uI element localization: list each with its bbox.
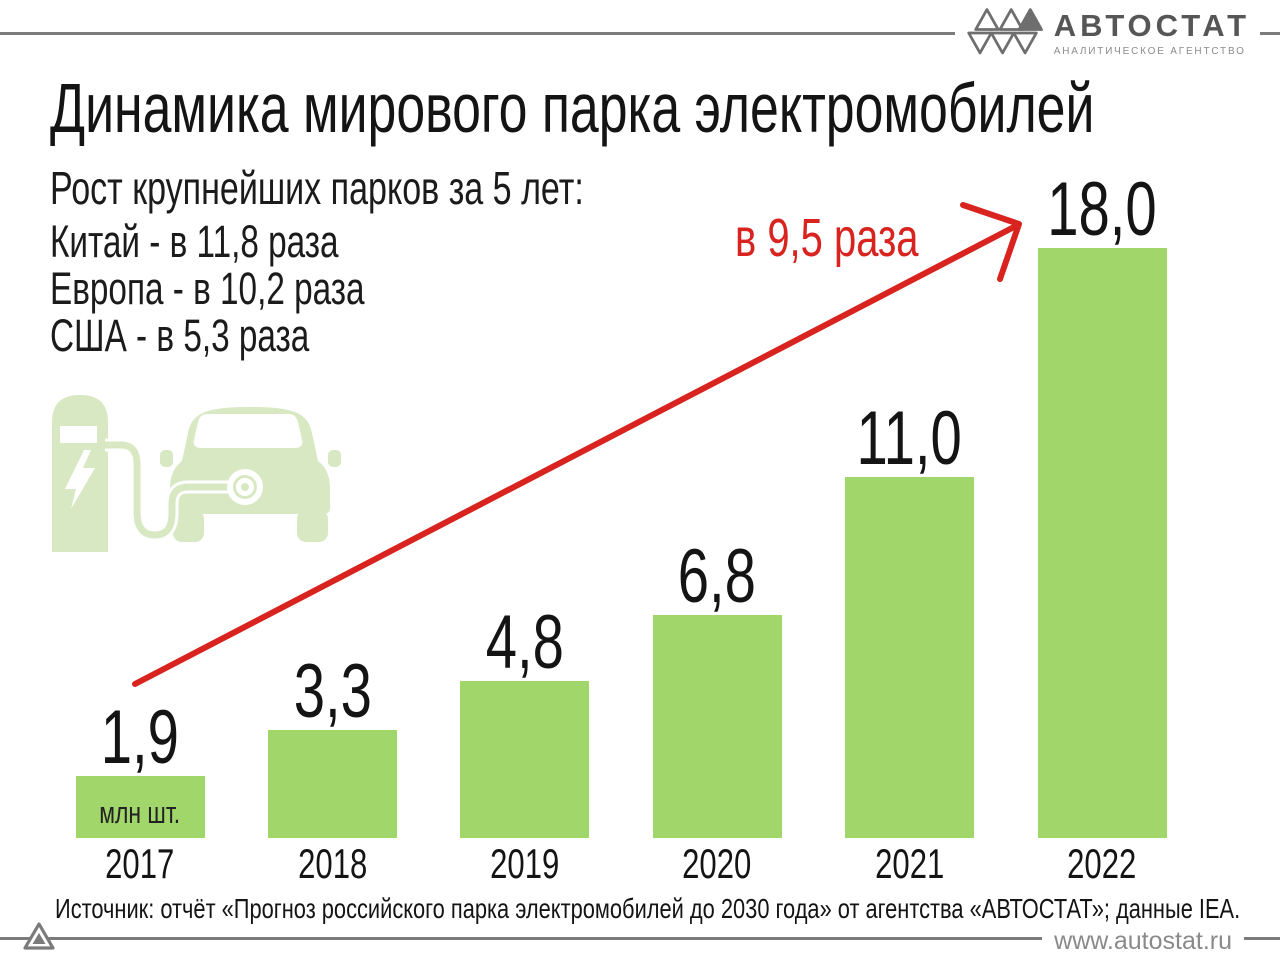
growth-stats: Китай - в 11,8 раза Европа - в 10,2 раза… <box>50 218 475 359</box>
logo-tagline: АНАЛИТИЧЕСКОЕ АГЕНТСТВО <box>1053 45 1246 57</box>
bottom-divider-line <box>0 937 1280 940</box>
autostat-triangle-icon <box>23 922 55 950</box>
car-right-mirror-shape <box>328 450 341 467</box>
logo-text-block: АВТОСТАТ АНАЛИТИЧЕСКОЕ АГЕНТСТВО <box>1054 10 1250 57</box>
source-note: Источник: отчёт «Прогноз российского пар… <box>55 893 1241 924</box>
bar-year-2019: 2019 <box>490 840 560 887</box>
bar-2018 <box>267 730 397 838</box>
chart-subtitle: Рост крупнейших парков за 5 лет: <box>50 162 584 214</box>
bar-year-2017: 2017 <box>105 840 175 887</box>
logo-wordmark: АВТОСТАТ <box>1053 7 1250 43</box>
bar-value-2018: 3,3 <box>293 649 372 734</box>
bar-year-2022: 2022 <box>1067 840 1137 887</box>
top-divider-line <box>0 32 1280 35</box>
bar-value-2017: 1,9 <box>100 695 180 780</box>
car-left-mirror-shape <box>160 450 173 467</box>
bar-year-2018: 2018 <box>297 840 367 887</box>
bar-year-2021: 2021 <box>875 840 945 887</box>
car-windshield-shape <box>193 414 303 448</box>
footer-url: www.autostat.ru <box>1042 928 1244 954</box>
bar-2019 <box>460 681 590 838</box>
bar-2022 <box>1037 248 1167 838</box>
bar-2020 <box>652 615 782 838</box>
bar-2017 <box>75 776 205 838</box>
stat-china: Китай - в 11,8 раза <box>50 216 339 267</box>
autostat-hexagon-logo-icon <box>967 8 1043 55</box>
stat-usa: США - в 5,3 раза <box>50 310 310 361</box>
bar-value-2019: 4,8 <box>485 600 564 685</box>
bar-value-2020: 6,8 <box>678 534 757 619</box>
bar-2021 <box>845 477 975 838</box>
lightning-bolt-icon <box>65 450 95 509</box>
ev-charging-station-icon <box>52 395 341 552</box>
bar-year-2020: 2020 <box>682 840 752 887</box>
autostat-logo: АВТОСТАТ АНАЛИТИЧЕСКОЕ АГЕНТСТВО <box>954 0 1260 65</box>
bar-value-2022: 18,0 <box>1047 167 1157 252</box>
growth-annotation: в 9,5 раза <box>735 208 919 268</box>
stat-europe: Европа - в 10,2 раза <box>50 263 365 314</box>
charger-screen-shape <box>60 426 97 443</box>
unit-label: млн шт. <box>99 795 181 830</box>
car-right-wheel-shape <box>297 510 328 542</box>
bar-value-2021: 11,0 <box>856 396 963 481</box>
page-title: Динамика мирового парка электромобилей <box>50 69 1095 147</box>
